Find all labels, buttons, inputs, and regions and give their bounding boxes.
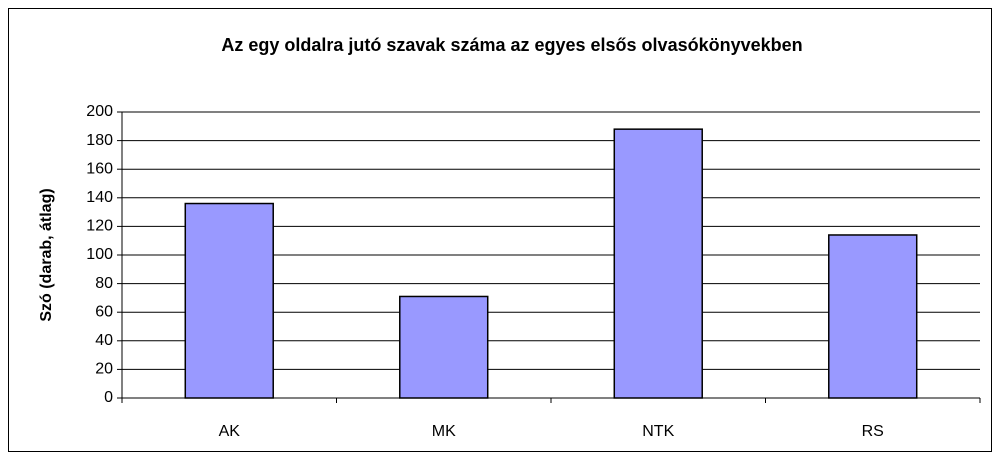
x-tick-label: NTK [642, 423, 674, 440]
bar [184, 202, 274, 399]
chart-title: Az egy oldalra jutó szavak száma az egye… [221, 35, 802, 55]
y-tick-label: 200 [86, 103, 113, 120]
bar [399, 295, 489, 399]
y-tick-label: 100 [86, 246, 113, 263]
y-tick-label: 80 [95, 275, 113, 292]
y-tick-label: 60 [95, 303, 113, 320]
y-tick-label: 40 [95, 332, 113, 349]
y-tick-label: 120 [86, 218, 113, 235]
y-tick-label: 0 [104, 389, 113, 406]
y-tick-label: 20 [95, 361, 113, 378]
y-tick-label: 140 [86, 189, 113, 206]
y-axis-label: Szó (darab, átlag) [38, 188, 55, 321]
y-tick-label: 160 [86, 160, 113, 177]
x-tick-label: RS [862, 423, 884, 440]
bar [828, 234, 918, 399]
x-tick-label: MK [432, 423, 456, 440]
y-tick-label: 180 [86, 132, 113, 149]
x-tick-label: AK [219, 423, 241, 440]
bar [613, 128, 703, 399]
chart-border [8, 8, 992, 452]
